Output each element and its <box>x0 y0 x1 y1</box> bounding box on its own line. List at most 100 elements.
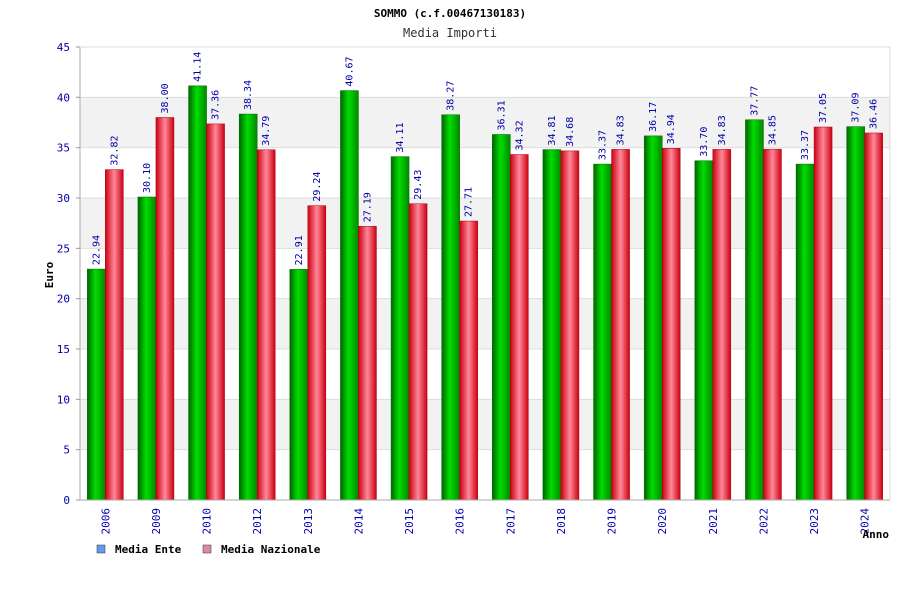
bar-value-label: 34.85 <box>767 115 778 145</box>
bar-media-ente <box>289 269 309 501</box>
bar-media-nazionale <box>155 117 175 501</box>
x-tick-label: 2010 <box>201 508 214 535</box>
x-tick-label: 2013 <box>302 508 315 535</box>
bar-value-label: 33.70 <box>699 127 710 157</box>
bar-value-label: 27.19 <box>362 192 373 222</box>
x-tick-label: 2016 <box>454 508 467 535</box>
bar-value-label: 40.67 <box>344 56 355 86</box>
bar-media-nazionale <box>813 126 833 501</box>
bar-value-label: 33.37 <box>598 130 609 160</box>
legend-label-media-nazionale: Media Nazionale <box>221 543 321 556</box>
x-tick-label: 2014 <box>352 508 365 535</box>
bar-media-ente <box>238 113 258 501</box>
y-axis-label: Euro <box>43 261 56 288</box>
bar-value-label: 41.14 <box>193 52 204 82</box>
bar-value-label: 22.91 <box>294 235 305 265</box>
bar-value-label: 27.71 <box>464 187 475 217</box>
x-tick-labels: 2006 2009 2010 2012 2013 2014 2015 2016 2017 2018… <box>99 508 871 535</box>
bar-value-label: 37.36 <box>211 90 222 120</box>
bar-value-label: 38.00 <box>160 83 171 113</box>
bar-media-ente <box>593 163 612 501</box>
bar-media-nazionale <box>256 149 276 501</box>
bar-value-label: 29.43 <box>413 170 424 200</box>
bar-value-label: 33.37 <box>800 130 811 160</box>
bar-media-ente <box>542 149 562 501</box>
bar-media-ente <box>188 85 207 501</box>
y-tick-label: 10 <box>57 393 70 406</box>
bar-value-label: 36.31 <box>496 100 507 130</box>
bar-media-ente <box>795 163 815 501</box>
x-tick-label: 2009 <box>150 508 163 535</box>
bar-media-nazionale <box>459 220 478 501</box>
x-tick-label: 2018 <box>555 508 568 535</box>
bar-media-nazionale <box>358 226 377 501</box>
bar-media-nazionale <box>560 150 580 501</box>
x-tick-label: 2023 <box>808 508 821 535</box>
bar-media-ente <box>846 126 865 501</box>
legend-label-media-ente: Media Ente <box>115 543 182 556</box>
bar-value-label: 36.46 <box>869 99 880 129</box>
bar-media-ente <box>643 135 663 501</box>
legend: Media Ente Media Nazionale <box>96 543 321 556</box>
bar-media-nazionale <box>864 132 883 501</box>
bar-media-ente <box>137 196 157 501</box>
y-tick-label: 20 <box>57 293 70 306</box>
x-tick-label: 2024 <box>859 508 872 535</box>
bar-media-nazionale <box>611 149 630 501</box>
bar-value-label: 34.11 <box>395 123 406 153</box>
x-tick-label: 2012 <box>251 508 264 535</box>
bar-value-label: 38.27 <box>446 81 457 111</box>
bar-media-nazionale <box>206 123 225 501</box>
x-tick-label: 2019 <box>606 508 619 535</box>
bar-value-label: 34.32 <box>514 120 525 150</box>
x-tick-label: 2006 <box>99 508 112 535</box>
chart-subtitle: Media Importi <box>403 26 497 40</box>
legend-swatch-media-nazionale <box>202 544 212 554</box>
bar-media-nazionale <box>661 148 681 501</box>
bar-value-label: 34.94 <box>666 114 677 144</box>
bar-media-ente <box>390 156 410 501</box>
bar-value-label: 37.09 <box>851 93 862 123</box>
bar-media-ente <box>492 134 511 501</box>
bar-value-label: 38.34 <box>243 80 254 110</box>
bar-media-nazionale <box>712 149 732 501</box>
bar-media-ente <box>745 119 764 501</box>
bar-value-label: 36.17 <box>648 102 659 132</box>
bar-media-nazionale <box>105 169 124 501</box>
y-tick-label: 15 <box>57 343 70 356</box>
legend-swatch-media-ente <box>96 544 106 554</box>
bar-value-label: 37.77 <box>749 86 760 116</box>
y-tick-label: 45 <box>57 41 70 54</box>
bar-media-ente <box>340 90 359 501</box>
bar-media-nazionale <box>307 205 327 501</box>
bar-media-ente <box>694 160 714 501</box>
bar-value-label: 34.68 <box>565 117 576 147</box>
y-tick-label: 5 <box>63 444 70 457</box>
bar-value-label: 29.24 <box>312 172 323 202</box>
bar-value-label: 34.79 <box>261 116 272 146</box>
y-tick-label: 0 <box>63 494 70 507</box>
x-tick-label: 2015 <box>403 508 416 535</box>
bar-value-label: 30.10 <box>142 163 153 193</box>
bar-value-label: 34.81 <box>547 115 558 145</box>
bar-value-label: 37.05 <box>818 93 829 123</box>
chart-title: SOMMO (c.f.00467130183) <box>374 7 526 20</box>
bar-value-label: 22.94 <box>91 235 102 265</box>
bar-value-label: 34.83 <box>616 115 627 145</box>
bar-media-nazionale <box>408 203 428 501</box>
value-labels: 22.94 32.82 30.10 38.00 41.14 37.36 38.34 34.79… <box>91 52 879 266</box>
x-axis-label: Anno <box>863 528 890 541</box>
bar-media-nazionale <box>763 148 782 501</box>
bar-media-ente <box>87 268 106 501</box>
bar-media-ente <box>441 114 460 501</box>
x-tick-label: 2021 <box>707 508 720 535</box>
x-tick-label: 2020 <box>656 508 669 535</box>
axes <box>79 46 891 501</box>
bars <box>87 85 883 501</box>
y-tick-label: 30 <box>57 192 70 205</box>
y-tick-label: 35 <box>57 142 70 155</box>
y-tick-label: 40 <box>57 91 70 104</box>
bar-media-nazionale <box>510 154 529 501</box>
x-tick-label: 2017 <box>504 508 517 535</box>
